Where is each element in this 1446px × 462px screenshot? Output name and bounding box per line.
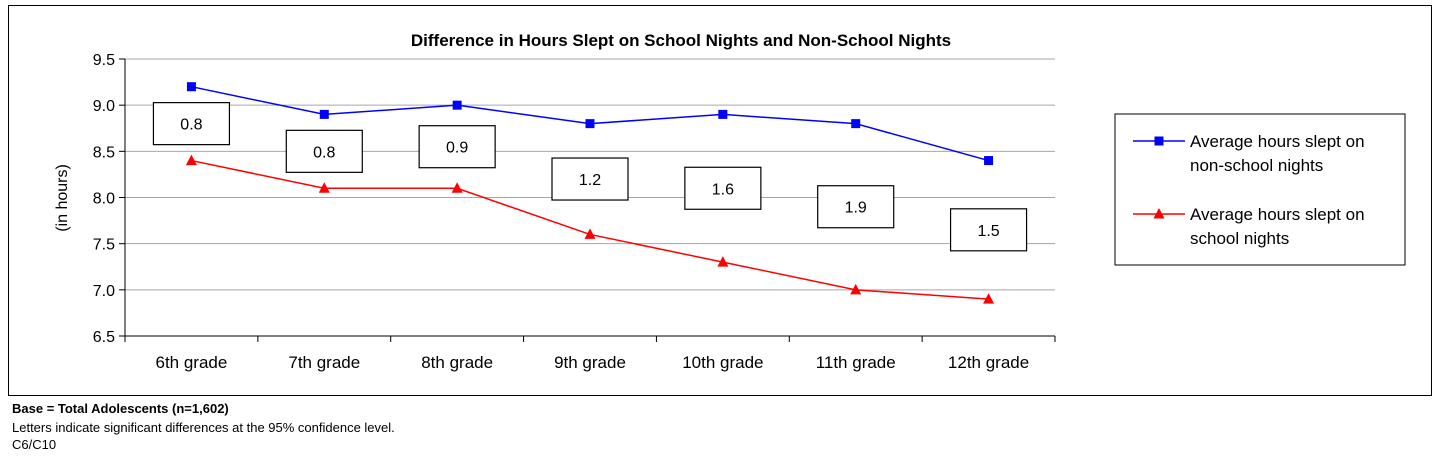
legend-marker	[1153, 208, 1165, 219]
data-point	[452, 100, 462, 110]
difference-label: 0.8	[180, 117, 202, 134]
y-tick-label: 9.5	[93, 52, 115, 69]
data-point	[585, 119, 595, 129]
y-tick-label: 7.5	[93, 237, 115, 254]
legend-label: school nights	[1190, 229, 1289, 248]
footnote-letters: Letters indicate significant differences…	[12, 420, 395, 435]
y-tick-labels: 9.5 9.0 8.5 8.0 7.5 7.0 6.5	[93, 52, 115, 346]
difference-label: 1.2	[579, 172, 601, 189]
difference-label: 1.5	[977, 223, 999, 240]
difference-labels: 0.8 0.8 0.9 1.2 1.6 1.9 1.5	[152, 102, 1028, 252]
legend-marker	[1154, 136, 1164, 146]
data-point	[318, 182, 330, 193]
difference-label: 0.8	[313, 144, 335, 161]
x-tick-label: 11th grade	[816, 353, 896, 372]
y-tick-label: 6.5	[93, 329, 115, 346]
y-tick-label: 8.5	[93, 144, 115, 161]
difference-box: 0.8	[152, 102, 231, 146]
x-tick-labels: 6th grade 7th grade 8th grade 9th grade 10th…	[156, 353, 1030, 372]
difference-label: 1.6	[712, 181, 734, 198]
data-point	[717, 256, 729, 267]
footnote-base: Base = Total Adolescents (n=1,602)	[12, 401, 229, 416]
y-axis-label: (in hours)	[54, 164, 71, 232]
series-1	[186, 82, 994, 166]
legend-label: Average hours slept on	[1190, 132, 1365, 151]
difference-box: 1.9	[817, 185, 895, 229]
y-tick-label: 8.0	[93, 191, 115, 208]
difference-box: 0.9	[418, 125, 496, 169]
series-2	[185, 154, 995, 304]
x-tick-label: 12th grade	[948, 353, 1029, 372]
x-tick-label: 10th grade	[682, 353, 763, 372]
difference-label: 1.9	[845, 200, 867, 217]
difference-box-frame	[551, 157, 629, 201]
y-tick-label: 9.0	[93, 98, 115, 115]
y-tick-label: 7.0	[93, 283, 115, 300]
data-point	[850, 283, 862, 295]
legend-label: non-school nights	[1190, 156, 1323, 175]
data-point	[718, 109, 728, 119]
x-tick-label: 6th grade	[156, 353, 228, 372]
data-point	[851, 119, 861, 129]
chart-title: Difference in Hours Slept on School Nigh…	[411, 31, 951, 50]
difference-label: 0.9	[446, 140, 468, 157]
difference-box-frame	[684, 166, 762, 210]
series	[185, 82, 995, 304]
difference-box-frame	[285, 129, 363, 173]
chart-frame: Difference in Hours Slept on School Nigh…	[8, 5, 1432, 396]
data-point	[584, 228, 596, 239]
axes	[119, 58, 1056, 342]
legend-entry-1: Average hours slept on non-school nights	[1133, 132, 1365, 175]
difference-box: 1.6	[684, 166, 762, 210]
difference-box: 1.2	[551, 157, 629, 201]
data-point	[983, 293, 995, 304]
x-tick-label: 7th grade	[288, 353, 360, 372]
difference-box-frame	[152, 102, 231, 146]
difference-box: 1.5	[949, 208, 1028, 252]
data-point	[451, 182, 463, 193]
legend-label: Average hours slept on	[1190, 205, 1365, 224]
difference-box-frame	[418, 125, 496, 169]
footnote-code: C6/C10	[12, 437, 57, 452]
difference-box: 0.8	[285, 129, 363, 173]
difference-box-frame	[817, 185, 895, 229]
data-point	[185, 154, 197, 166]
data-point	[319, 109, 329, 119]
data-point	[984, 156, 994, 166]
difference-box-frame	[949, 208, 1028, 252]
data-point	[186, 82, 196, 92]
x-tick-label: 9th grade	[554, 353, 626, 372]
legend-entry-2: Average hours slept on school nights	[1133, 205, 1365, 248]
line-chart: Difference in Hours Slept on School Nigh…	[54, 31, 1406, 372]
x-tick-label: 8th grade	[421, 353, 493, 372]
